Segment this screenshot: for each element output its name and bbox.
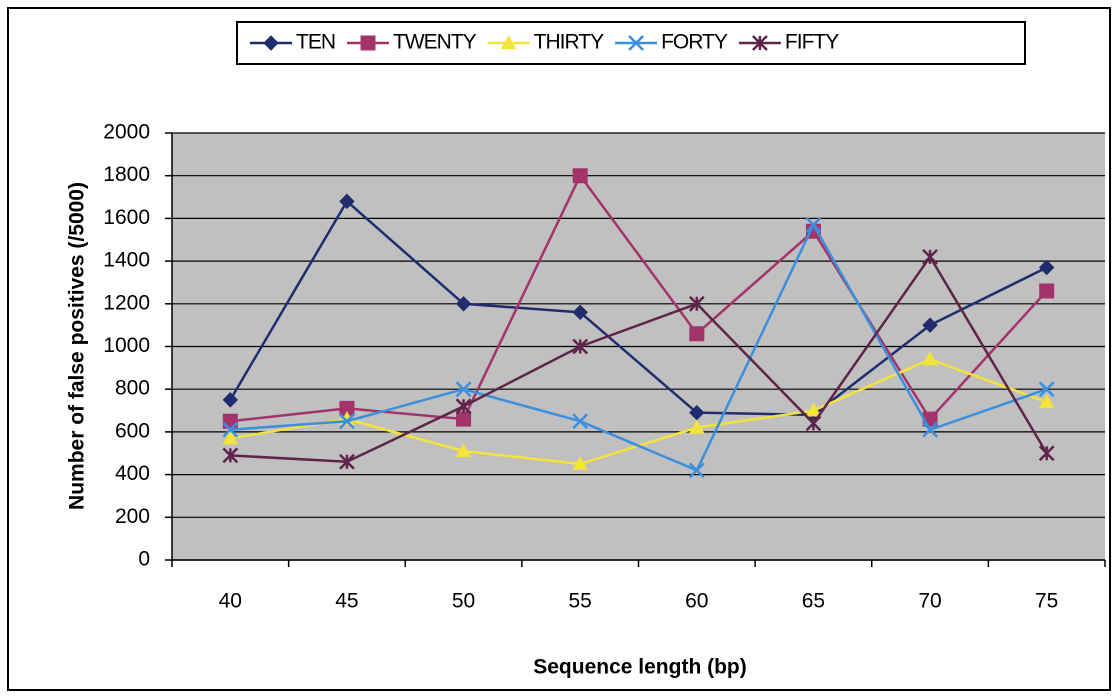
marker [455,296,472,312]
marker [572,413,589,430]
marker [572,168,588,184]
series [222,216,1055,479]
marker [689,326,705,342]
marker [922,351,938,366]
y-tick-label: 1600 [103,206,150,229]
legend-label: THIRTY [534,31,604,54]
marker [572,455,589,471]
x-tick-label: 55 [569,590,592,613]
y-tick-label: 600 [115,419,150,442]
x-tick-label: 45 [335,590,358,613]
x-tick-label: 70 [918,590,941,613]
marker [688,462,705,479]
legend-label: TWENTY [393,31,477,54]
y-tick-label: 2000 [103,121,150,144]
marker [222,392,239,408]
marker [456,411,472,427]
marker [922,248,938,265]
legend-label: FIFTY [785,31,839,54]
y-tick-label: 0 [138,548,150,571]
marker [1038,259,1055,276]
plot [222,168,1055,479]
y-tick-label: 800 [115,377,150,400]
marker [339,453,355,470]
marker [922,421,938,438]
marker [222,421,239,438]
grid: 0 200 400 600 800 1000 1200 1400 1600 1800 2000 40 4… [103,121,1106,613]
x-tick-label: 75 [1035,590,1058,613]
marker [360,35,376,51]
marker [455,381,472,398]
legend: TEN TWENTY THIRTY FORTY FIFTY [250,31,840,54]
x-tick-label: 40 [219,590,242,613]
y-tick-label: 400 [115,462,150,485]
y-tick-label: 200 [115,505,150,528]
legend-item: FIFTY [738,31,840,54]
marker [500,34,517,50]
marker [1038,381,1055,398]
marker [1039,283,1055,299]
marker [222,447,239,464]
series-line [230,173,1048,423]
marker [805,415,822,432]
y-tick-label: 1200 [103,291,150,314]
series [222,168,1055,429]
y-tick-label: 1400 [103,249,150,272]
x-tick-label: 60 [685,590,708,613]
series-line [230,222,1048,472]
x-tick-label: 65 [802,590,825,613]
marker [752,35,768,51]
y-axis-title: Number of false positives (/5000) [66,182,89,510]
series-line [229,199,1048,417]
y-tick-label: 1800 [103,163,150,186]
marker [572,338,589,355]
marker [688,295,705,312]
marker [339,193,355,210]
marker [922,317,938,333]
marker [222,430,239,445]
marker [1038,445,1055,462]
legend-item: THIRTY [487,31,605,54]
legend-label: FORTY [661,31,728,54]
y-tick-label: 1000 [103,334,150,357]
marker [263,35,279,51]
marker [688,419,705,434]
x-tick-label: 50 [452,590,475,613]
x-axis-title: Sequence length (bp) [533,656,747,679]
marker [1038,393,1055,409]
legend-item: TEN [250,31,336,54]
series [222,248,1055,470]
marker [339,413,355,430]
legend-item: FORTY [615,31,729,54]
marker [455,443,472,458]
marker [805,216,822,233]
series-line [230,254,1048,464]
legend-item: TWENTY [347,31,478,54]
marker [572,304,588,321]
marker [805,402,822,417]
marker [628,35,644,51]
legend-label: TEN [296,31,335,54]
marker [455,398,472,415]
